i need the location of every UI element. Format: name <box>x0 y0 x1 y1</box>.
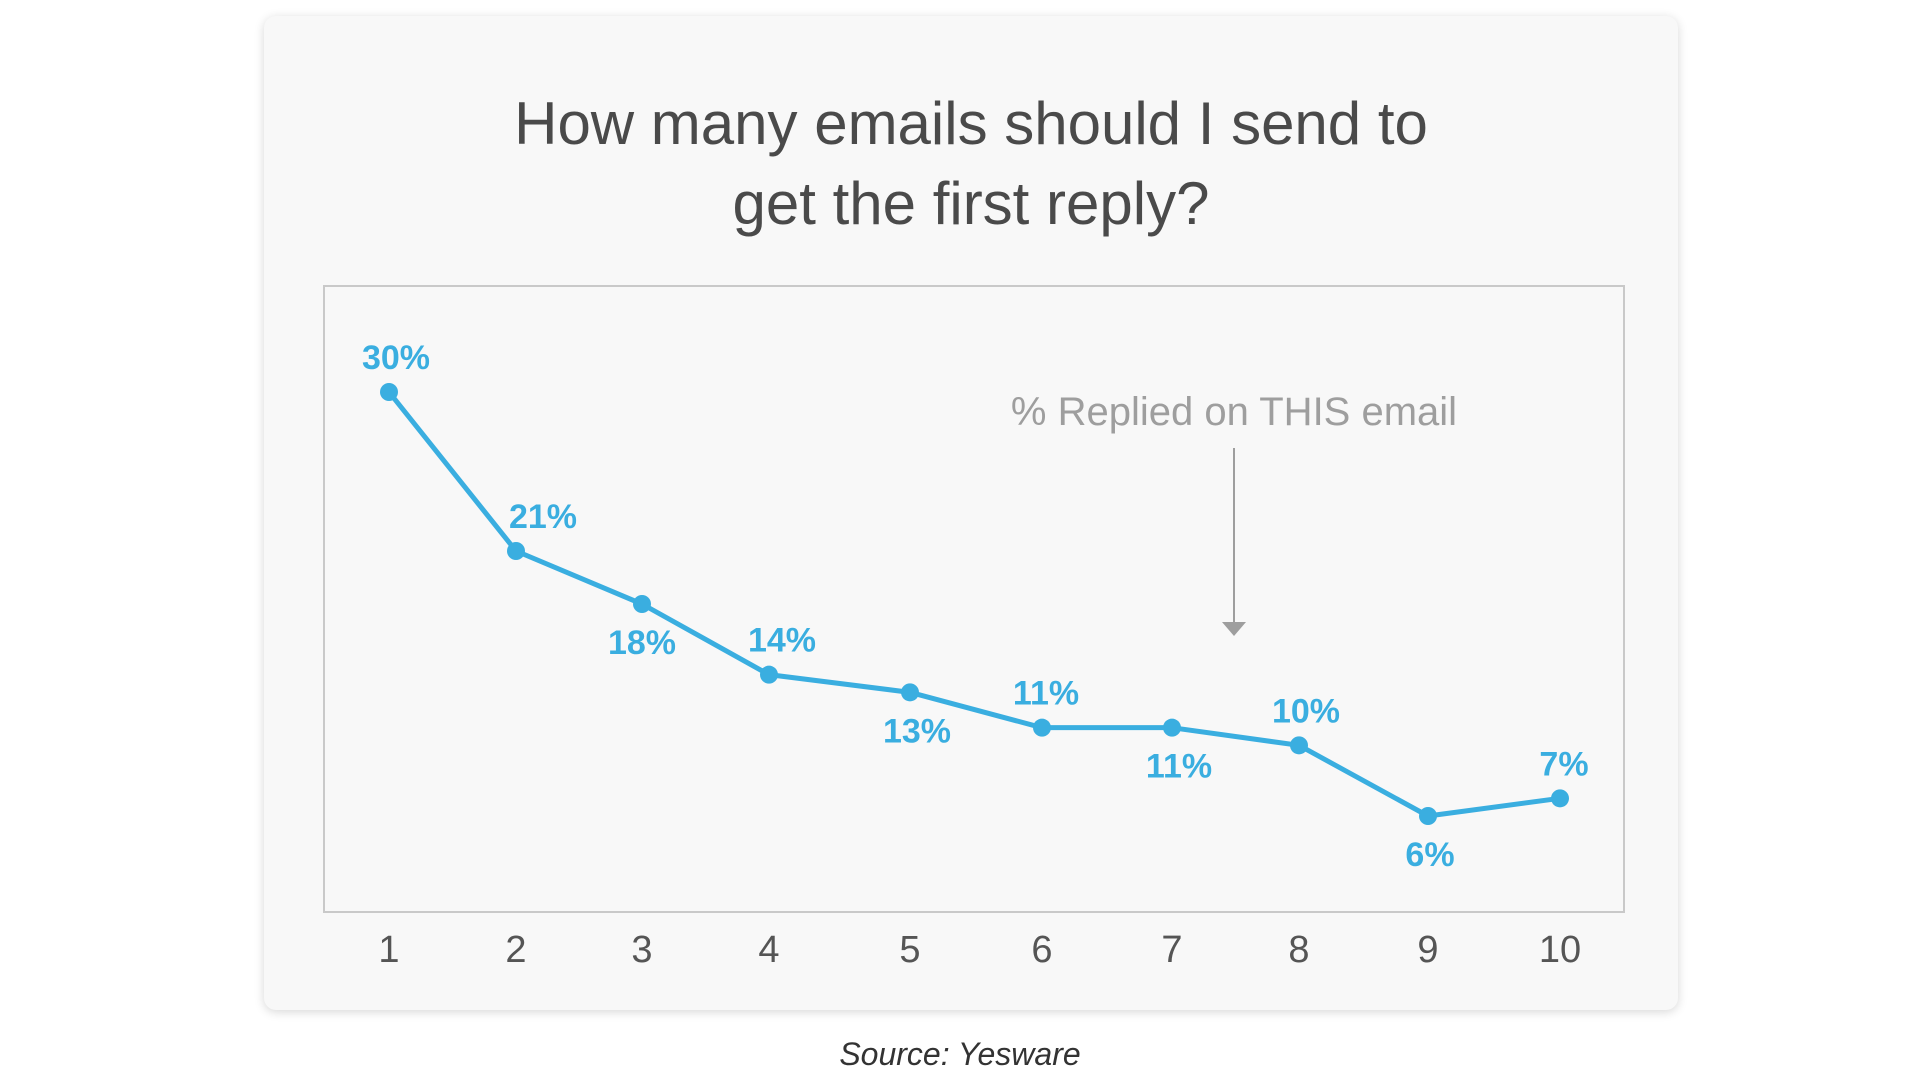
series-line <box>386 389 1563 819</box>
data-point-10 <box>1551 789 1569 808</box>
data-point-1 <box>380 383 398 401</box>
annotation-arrowhead-icon <box>1222 622 1246 636</box>
chart-title: How many emails should I send to get the… <box>264 84 1678 244</box>
data-label-2: 21% <box>509 498 577 536</box>
data-label-10: 7% <box>1539 745 1588 783</box>
annotation-text: % Replied on THIS email <box>1011 390 1457 434</box>
x-tick-label-7: 7 <box>1161 929 1182 971</box>
x-tick-label-4: 4 <box>758 929 779 971</box>
chart-title-line-1: How many emails should I send to <box>514 90 1428 157</box>
data-point-3 <box>633 595 651 613</box>
data-point-6 <box>1033 718 1051 737</box>
x-tick-label-3: 3 <box>631 929 652 971</box>
data-label-5: 13% <box>883 712 951 750</box>
data-label-9: 6% <box>1405 836 1454 874</box>
data-point-9 <box>1419 807 1437 825</box>
x-tick-label-1: 1 <box>378 929 399 971</box>
x-tick-label-8: 8 <box>1288 929 1309 971</box>
line-chart: 30% 21% 18% 14% 13% 11% 11% 10% 6% 7% 1 2 3 4 5 6 7 8 9 10%… <box>323 285 1625 971</box>
chart-card: How many emails should I send to get the… <box>264 16 1678 1010</box>
x-tick-label-10: 10 <box>1539 929 1581 971</box>
source-caption: Source: Yesware <box>839 1036 1081 1072</box>
x-tick-label-6: 6 <box>1031 929 1052 971</box>
data-label-6: 11% <box>1013 675 1079 713</box>
data-label-1: 30% <box>362 339 430 377</box>
x-tick-label-2: 2 <box>505 929 526 971</box>
x-tick-label-5: 5 <box>899 929 920 971</box>
data-label-4: 14% <box>748 622 816 660</box>
data-label-3: 18% <box>608 624 676 662</box>
x-tick-label-9: 9 <box>1417 929 1438 971</box>
data-point-4 <box>760 665 778 684</box>
chart-title-line-2: get the first reply? <box>732 170 1210 237</box>
data-label-7: 11% <box>1146 748 1212 786</box>
data-point-5 <box>901 683 919 702</box>
data-point-2 <box>507 542 525 560</box>
data-point-8 <box>1290 736 1308 755</box>
data-point-7 <box>1163 718 1181 737</box>
data-label-8: 10% <box>1272 692 1340 730</box>
plot-area-frame <box>323 285 1625 913</box>
